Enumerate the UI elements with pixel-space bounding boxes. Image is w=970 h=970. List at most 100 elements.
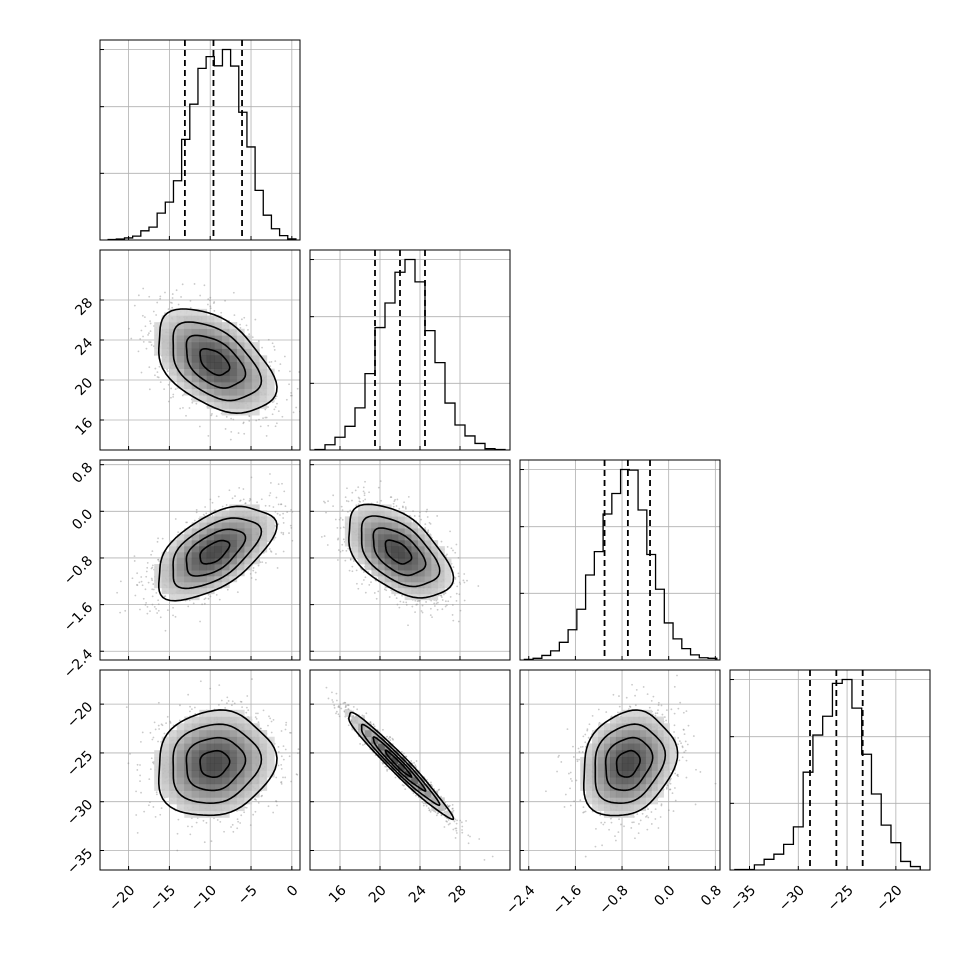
scatter-point: [179, 704, 181, 707]
scatter-point: [157, 537, 159, 540]
scatter-point: [257, 802, 260, 804]
density-cell: [184, 315, 193, 323]
scatter-point: [452, 828, 455, 831]
density-cell: [657, 723, 664, 731]
scatter-point: [146, 561, 149, 564]
scatter-point: [455, 827, 458, 830]
density-cell: [221, 575, 230, 583]
scatter-point: [454, 837, 457, 839]
density-cell: [431, 797, 439, 805]
density-cell: [621, 797, 629, 805]
scatter-point: [230, 417, 233, 420]
density-cell: [609, 797, 617, 805]
density-cell: [633, 790, 641, 798]
density-cell: [236, 381, 245, 389]
density-cell: [251, 522, 260, 529]
scatter-point: [458, 593, 461, 596]
scatter-point: [396, 498, 399, 501]
density-cell: [229, 401, 238, 409]
density-cell: [176, 750, 185, 758]
density-cell: [236, 570, 245, 577]
scatter-point: [272, 811, 275, 814]
scatter-point: [151, 761, 154, 764]
scatter-point: [447, 805, 450, 808]
scatter-point: [618, 695, 620, 697]
density-cell: [161, 564, 170, 571]
density-cell: [364, 522, 372, 529]
scatter-point: [213, 301, 216, 303]
density-cell: [424, 581, 432, 589]
scatter-point: [612, 693, 615, 696]
scatter-point: [248, 333, 251, 336]
scatter-point: [412, 792, 415, 795]
density-cell: [184, 375, 193, 383]
scatter-point: [275, 422, 278, 425]
scatter-point: [449, 530, 451, 533]
scatter-point: [209, 595, 212, 598]
scatter-point: [156, 793, 158, 796]
density-cell: [191, 763, 200, 771]
density-cell: [645, 716, 653, 724]
scatter-point: [136, 769, 139, 771]
scatter-point: [152, 310, 155, 313]
density-cells: [154, 504, 275, 601]
density-cell: [358, 558, 366, 565]
density-cell: [161, 362, 170, 369]
scatter-point: [203, 598, 206, 601]
scatter-point: [252, 567, 255, 569]
scatter-point: [265, 561, 267, 564]
density-cell: [176, 342, 185, 350]
density-cell: [598, 770, 605, 778]
scatter-point: [232, 830, 235, 833]
scatter-point: [280, 768, 283, 770]
scatter-point: [280, 781, 282, 784]
scatter-point: [685, 759, 688, 762]
density-cell: [598, 777, 605, 785]
density-cell: [251, 401, 260, 409]
density-cell: [259, 777, 268, 785]
scatter-point: [427, 807, 430, 810]
density-cell: [259, 546, 268, 553]
density-cell: [154, 756, 163, 764]
density-cell: [221, 777, 230, 785]
density-cell: [598, 763, 605, 771]
x-tick-label: 24: [406, 882, 430, 906]
density-cell: [251, 510, 260, 517]
scatter-point: [167, 383, 170, 386]
panel-frame: [519, 459, 721, 661]
scatter-point: [157, 740, 159, 743]
scatter-point: [344, 705, 347, 708]
scatter-point: [444, 808, 447, 810]
scatter-point: [144, 603, 147, 606]
scatter-point: [440, 594, 443, 597]
contour-line: [360, 723, 441, 807]
density-cell: [176, 540, 185, 547]
scatter-point: [269, 365, 272, 368]
density-cell: [221, 322, 230, 330]
density-cell: [154, 570, 163, 577]
scatter-point: [286, 511, 289, 514]
density-cell: [229, 709, 238, 717]
scatter-point: [174, 518, 177, 520]
scatter-point: [435, 814, 438, 817]
density-cell: [176, 730, 185, 738]
density-cell: [651, 756, 658, 764]
density-cell: [251, 395, 260, 403]
density-cell: [378, 522, 386, 529]
scatter-point: [181, 394, 184, 397]
scatter-point: [255, 712, 257, 715]
scatter-point: [455, 543, 458, 546]
density-cell: [398, 581, 405, 589]
scatter-point: [251, 678, 253, 680]
scatter-point: [440, 795, 442, 798]
scatter-point: [421, 801, 424, 803]
scatter-point: [405, 603, 408, 606]
scatter-point: [240, 701, 243, 703]
density-cell: [161, 575, 170, 583]
density-cell: [206, 328, 215, 336]
density-cell: [639, 756, 647, 764]
scatter-point: [219, 820, 222, 823]
density-cell: [229, 756, 238, 764]
scatter-point: [209, 307, 212, 310]
density-cell: [609, 810, 617, 818]
